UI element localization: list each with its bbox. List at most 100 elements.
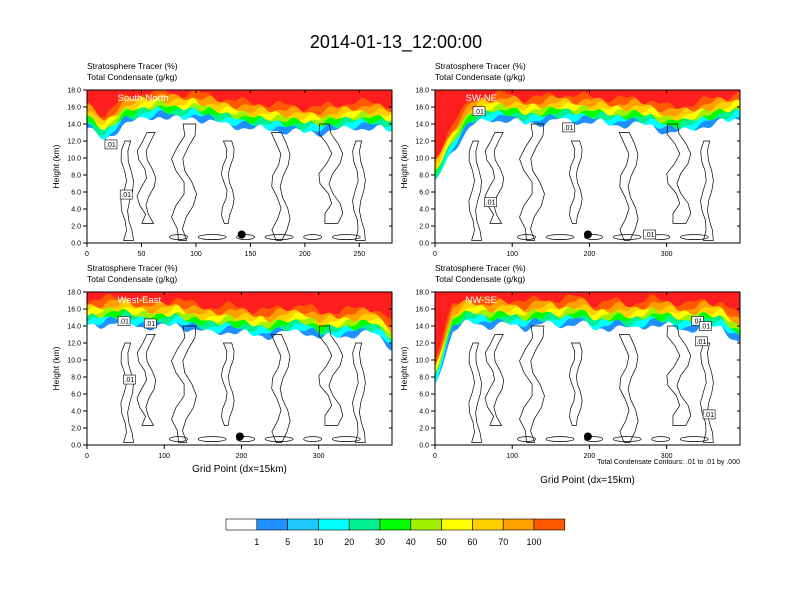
contour-label: .01 bbox=[564, 125, 574, 132]
page-title: 2014-01-13_12:00:00 bbox=[309, 32, 483, 52]
tracer-band-9 bbox=[435, 90, 740, 160]
y-tick-label: 12.0 bbox=[415, 341, 429, 348]
y-tick-label: 2.0 bbox=[419, 426, 429, 433]
contour-line bbox=[197, 234, 227, 240]
colorbar-label: 1 bbox=[254, 537, 259, 547]
condensate-contours bbox=[120, 325, 366, 443]
contour-label: .01 bbox=[121, 192, 131, 199]
location-marker bbox=[583, 230, 592, 239]
tracer-fill bbox=[87, 90, 392, 141]
y-tick-label: 18.0 bbox=[67, 88, 81, 95]
panel-4: .01.01.01.01NW-SE0.02.04.06.08.010.012.0… bbox=[399, 263, 741, 486]
y-tick-label: 8.0 bbox=[419, 173, 429, 180]
location-marker bbox=[583, 432, 592, 441]
contour-line bbox=[220, 342, 235, 426]
y-tick-label: 2.0 bbox=[71, 224, 81, 231]
panel-title-condensate: Total Condensate (g/kg) bbox=[435, 72, 525, 82]
contour-label: .01 bbox=[645, 232, 655, 239]
contour-line bbox=[517, 234, 536, 240]
y-tick-label: 18.0 bbox=[67, 290, 81, 297]
contour-label-box bbox=[484, 197, 497, 207]
x-tick-label: 100 bbox=[158, 453, 170, 460]
contour-label: .01 bbox=[697, 339, 707, 346]
y-tick-label: 16.0 bbox=[67, 307, 81, 314]
y-tick-label: 10.0 bbox=[67, 358, 81, 365]
tracer-band-7 bbox=[435, 292, 740, 368]
contour-label: .01 bbox=[486, 200, 496, 207]
x-tick-label: 100 bbox=[190, 251, 202, 258]
y-tick-label: 14.0 bbox=[415, 122, 429, 129]
y-tick-label: 10.0 bbox=[415, 156, 429, 163]
contour-label: .01 bbox=[106, 142, 116, 149]
contour-label-box bbox=[643, 229, 656, 240]
contour-line bbox=[612, 436, 642, 442]
y-tick-label: 4.0 bbox=[419, 207, 429, 214]
contour-line bbox=[171, 325, 197, 443]
x-tick-label: 300 bbox=[661, 251, 673, 258]
colorbar: 1 5 10 20 30 40 50 60 70 100 bbox=[225, 518, 566, 547]
y-tick-label: 0.0 bbox=[71, 241, 81, 248]
contour-line bbox=[666, 123, 692, 224]
y-tick-label: 6.0 bbox=[419, 392, 429, 399]
plot-frame bbox=[434, 291, 741, 446]
contour-line bbox=[264, 234, 294, 240]
y-tick-label: 8.0 bbox=[71, 375, 81, 382]
y-tick-label: 12.0 bbox=[415, 139, 429, 146]
tracer-band-10 bbox=[87, 292, 392, 320]
x-tick-label: 0 bbox=[433, 251, 437, 258]
tracer-band-6 bbox=[435, 292, 740, 375]
contour-line bbox=[545, 234, 575, 240]
contour-label-box bbox=[144, 318, 157, 329]
y-tick-label: 0.0 bbox=[71, 443, 81, 450]
contour-line bbox=[331, 436, 361, 442]
panel-title-tracer: Stratosphere Tracer (%) bbox=[87, 61, 178, 71]
y-tick-label: 18.0 bbox=[415, 290, 429, 297]
plot-frame bbox=[86, 89, 393, 244]
contour-line bbox=[618, 334, 639, 443]
contour-line bbox=[519, 325, 545, 443]
y-tick-label: 4.0 bbox=[419, 409, 429, 416]
x-tick-label: 300 bbox=[313, 453, 325, 460]
contour-label-box bbox=[695, 336, 708, 347]
panel-title-tracer: Stratosphere Tracer (%) bbox=[435, 263, 526, 273]
contour-label: .01 bbox=[145, 321, 155, 328]
contour-line bbox=[352, 342, 366, 443]
x-tick-label: 250 bbox=[353, 251, 365, 258]
x-tick-label: 200 bbox=[299, 251, 311, 258]
panel-title-tracer: Stratosphere Tracer (%) bbox=[87, 263, 178, 273]
contour-line bbox=[303, 436, 323, 442]
colorbar-label: 5 bbox=[285, 537, 290, 547]
condensate-contours bbox=[120, 123, 366, 241]
colorbar-swatch bbox=[472, 518, 504, 531]
panel-title-tracer: Stratosphere Tracer (%) bbox=[435, 61, 526, 71]
colorbar-swatch bbox=[410, 518, 442, 531]
x-tick-label: 0 bbox=[85, 453, 89, 460]
plot-frame bbox=[434, 89, 741, 244]
colorbar-label: 30 bbox=[375, 537, 385, 547]
x-tick-label: 200 bbox=[584, 251, 596, 258]
colorbar-swatch bbox=[225, 518, 258, 531]
y-tick-label: 2.0 bbox=[419, 224, 429, 231]
y-tick-label: 10.0 bbox=[67, 156, 81, 163]
contour-label-box bbox=[117, 316, 131, 326]
y-axis-label: Height (km) bbox=[399, 346, 409, 390]
contour-line bbox=[169, 436, 188, 442]
contour-label: .01 bbox=[704, 412, 714, 419]
y-tick-label: 18.0 bbox=[415, 88, 429, 95]
contour-line bbox=[270, 334, 291, 443]
contour-line bbox=[568, 342, 583, 426]
contour-label: .01 bbox=[700, 324, 710, 331]
contour-line bbox=[679, 234, 709, 240]
contour-label-box bbox=[104, 139, 118, 150]
x-tick-label: 100 bbox=[506, 251, 518, 258]
y-tick-label: 10.0 bbox=[415, 358, 429, 365]
x-tick-label: 200 bbox=[584, 453, 596, 460]
x-tick-label: 50 bbox=[138, 251, 146, 258]
colorbar-swatch bbox=[348, 518, 381, 531]
colorbar-label: 20 bbox=[344, 537, 354, 547]
contour-line bbox=[197, 436, 227, 442]
contour-line bbox=[120, 342, 135, 443]
colorbar-swatch bbox=[441, 518, 473, 531]
x-axis-label: Grid Point (dx=15km) bbox=[540, 475, 635, 486]
